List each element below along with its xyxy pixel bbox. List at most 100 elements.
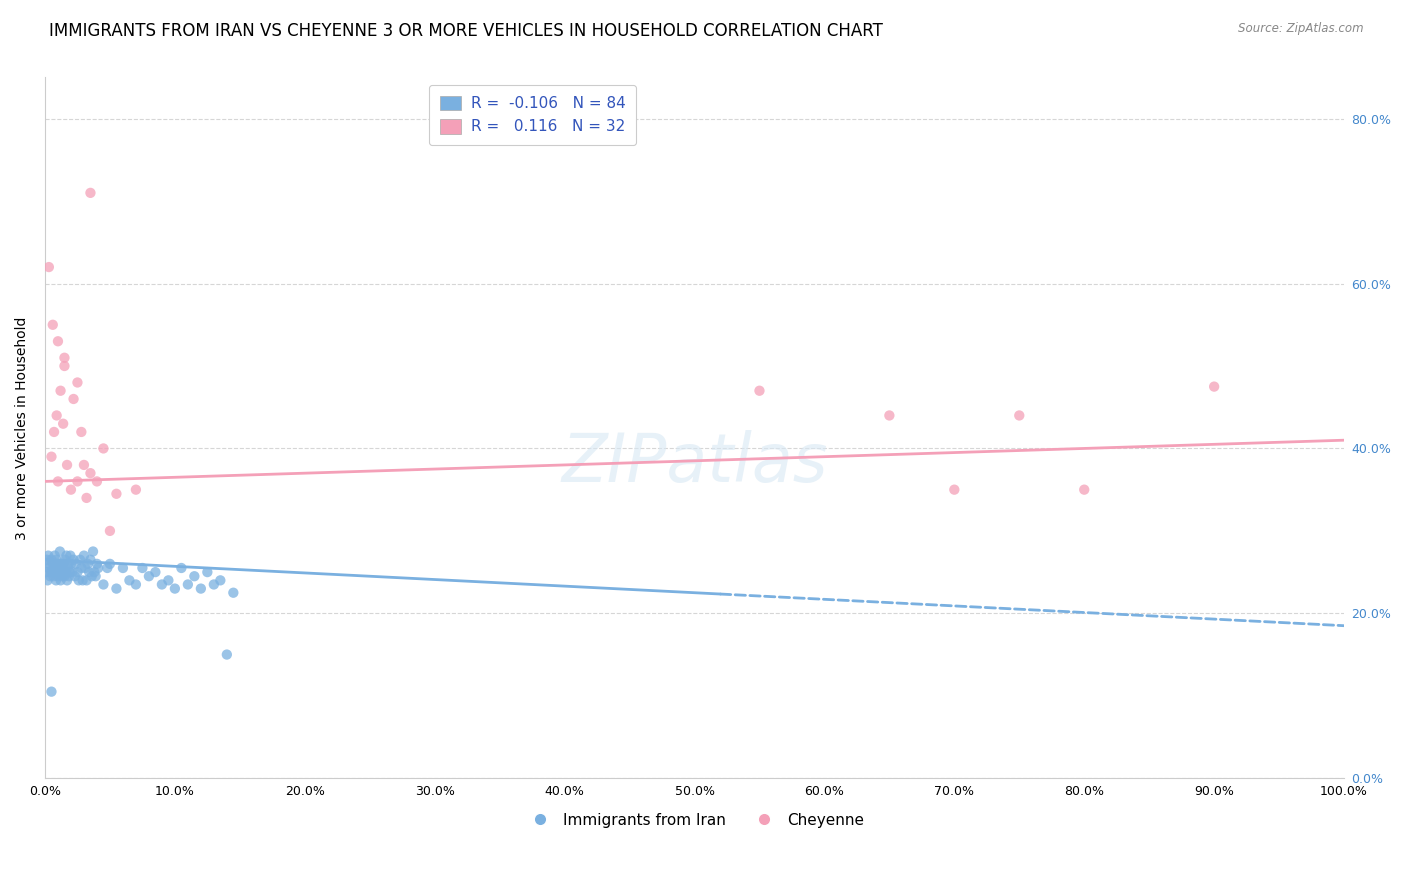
Point — [42, 569, 65, 583]
Point — [51, 569, 73, 583]
Point — [69, 553, 91, 567]
Point — [42, 561, 65, 575]
Text: IMMIGRANTS FROM IRAN VS CHEYENNE 3 OR MORE VEHICLES IN HOUSEHOLD CORRELATION CHA: IMMIGRANTS FROM IRAN VS CHEYENNE 3 OR MO… — [49, 22, 883, 40]
Point — [748, 384, 770, 398]
Point — [58, 557, 80, 571]
Point — [44, 549, 66, 563]
Point — [943, 483, 966, 497]
Point — [39, 565, 62, 579]
Point — [215, 648, 238, 662]
Point — [62, 392, 84, 406]
Point — [56, 458, 79, 472]
Point — [52, 565, 75, 579]
Point — [75, 561, 97, 575]
Point — [56, 574, 79, 588]
Point — [49, 544, 72, 558]
Point — [76, 574, 98, 588]
Point — [202, 577, 225, 591]
Point — [41, 684, 63, 698]
Point — [66, 475, 89, 489]
Point — [46, 334, 69, 349]
Point — [86, 557, 108, 571]
Point — [38, 557, 60, 571]
Point — [45, 574, 67, 588]
Point — [41, 553, 63, 567]
Point — [125, 577, 148, 591]
Point — [59, 565, 82, 579]
Point — [52, 417, 75, 431]
Text: Source: ZipAtlas.com: Source: ZipAtlas.com — [1239, 22, 1364, 36]
Point — [98, 524, 121, 538]
Point — [118, 574, 141, 588]
Point — [79, 553, 101, 567]
Point — [79, 466, 101, 480]
Point — [1073, 483, 1095, 497]
Point — [51, 557, 73, 571]
Point — [77, 565, 100, 579]
Point — [59, 557, 82, 571]
Point — [66, 565, 89, 579]
Point — [157, 574, 180, 588]
Point — [42, 425, 65, 439]
Point — [163, 582, 186, 596]
Y-axis label: 3 or more Vehicles in Household: 3 or more Vehicles in Household — [15, 316, 30, 540]
Point — [35, 553, 58, 567]
Point — [58, 569, 80, 583]
Point — [111, 561, 134, 575]
Point — [76, 557, 98, 571]
Point — [70, 561, 93, 575]
Point — [48, 565, 70, 579]
Point — [39, 569, 62, 583]
Point — [84, 569, 107, 583]
Point — [35, 565, 58, 579]
Point — [38, 561, 60, 575]
Point — [73, 458, 96, 472]
Point — [51, 561, 73, 575]
Point — [96, 561, 118, 575]
Point — [190, 582, 212, 596]
Point — [49, 384, 72, 398]
Legend: Immigrants from Iran, Cheyenne: Immigrants from Iran, Cheyenne — [519, 806, 870, 834]
Point — [138, 569, 160, 583]
Point — [55, 549, 77, 563]
Point — [48, 557, 70, 571]
Point — [879, 409, 901, 423]
Text: ZIPatlas: ZIPatlas — [561, 430, 828, 496]
Point — [38, 260, 60, 274]
Point — [41, 450, 63, 464]
Point — [60, 565, 83, 579]
Point — [79, 186, 101, 200]
Point — [183, 569, 205, 583]
Point — [42, 318, 65, 332]
Point — [46, 569, 69, 583]
Point — [59, 483, 82, 497]
Point — [98, 557, 121, 571]
Point — [45, 409, 67, 423]
Point — [93, 442, 115, 456]
Point — [70, 425, 93, 439]
Point — [53, 553, 76, 567]
Point — [209, 574, 232, 588]
Point — [44, 565, 66, 579]
Point — [222, 585, 245, 599]
Point — [82, 544, 104, 558]
Point — [53, 359, 76, 373]
Point — [41, 565, 63, 579]
Point — [53, 569, 76, 583]
Point — [86, 475, 108, 489]
Point — [93, 577, 115, 591]
Point — [1008, 409, 1031, 423]
Point — [37, 549, 59, 563]
Point — [170, 561, 193, 575]
Point — [145, 565, 167, 579]
Point — [76, 491, 98, 505]
Point — [62, 553, 84, 567]
Point — [37, 574, 59, 588]
Point — [105, 582, 128, 596]
Point — [83, 565, 105, 579]
Point — [56, 561, 79, 575]
Point — [63, 569, 86, 583]
Point — [65, 557, 87, 571]
Point — [80, 569, 103, 583]
Point — [73, 549, 96, 563]
